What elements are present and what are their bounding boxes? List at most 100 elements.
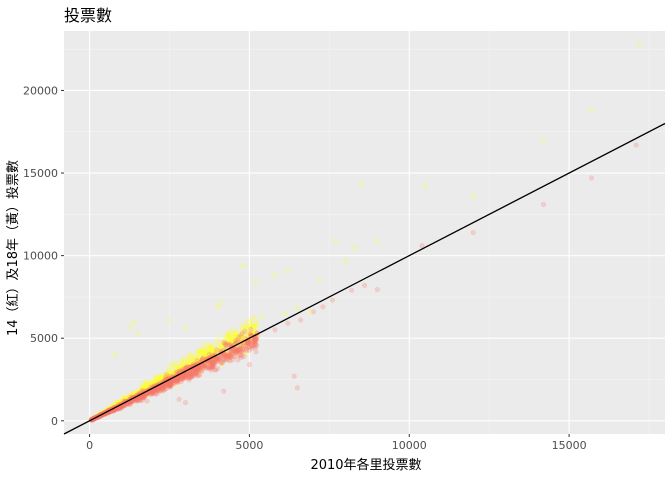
data-point [127, 401, 134, 408]
data-point [238, 354, 244, 361]
data-point [201, 351, 208, 358]
data-point [242, 342, 249, 348]
data-point [180, 362, 186, 368]
data-point [224, 353, 230, 359]
x-tick-label: 5000 [235, 439, 263, 452]
data-point [235, 329, 242, 336]
data-point [249, 337, 255, 343]
data-point [210, 362, 216, 368]
data-point [154, 375, 160, 381]
data-point [236, 348, 243, 354]
data-point [211, 346, 217, 352]
data-point [349, 287, 355, 293]
data-point [247, 322, 253, 328]
data-point [212, 357, 218, 363]
data-point [178, 358, 184, 364]
data-point [246, 329, 252, 335]
data-point [231, 327, 237, 333]
data-point [163, 374, 169, 381]
data-point [115, 399, 121, 406]
data-point [209, 351, 215, 357]
data-point [121, 395, 128, 401]
data-point [153, 380, 159, 386]
data-point [358, 182, 364, 188]
data-point [248, 330, 255, 336]
data-point [235, 357, 241, 363]
data-point [188, 370, 194, 376]
data-point [209, 346, 215, 352]
data-point [199, 356, 205, 362]
data-point [178, 376, 185, 382]
data-point [134, 330, 141, 336]
data-point [252, 345, 259, 351]
data-point [184, 374, 190, 380]
data-point [237, 347, 243, 353]
data-point [470, 193, 476, 199]
data-point [199, 347, 205, 354]
data-point [154, 386, 160, 392]
data-point [201, 355, 207, 361]
data-point [160, 376, 166, 382]
data-point [223, 335, 229, 341]
data-point [136, 396, 142, 403]
data-point [212, 367, 218, 373]
data-point [219, 340, 225, 346]
data-point [151, 381, 157, 388]
data-point [128, 324, 134, 330]
data-point [253, 323, 259, 329]
data-point [636, 41, 643, 47]
data-point [419, 243, 425, 249]
data-point [247, 339, 253, 345]
data-point [152, 380, 158, 386]
data-point [226, 334, 232, 340]
y-axis-title: 14（紅）及18年（黃）投票數 [5, 160, 21, 336]
data-point [213, 356, 219, 362]
data-point [168, 379, 174, 385]
data-point [212, 356, 218, 363]
data-point [352, 244, 358, 250]
data-point [246, 347, 252, 353]
data-point [166, 381, 172, 387]
data-point [249, 345, 255, 352]
data-point [236, 333, 242, 339]
data-point [203, 354, 209, 360]
data-point [167, 382, 173, 388]
data-point [588, 175, 595, 181]
data-point [185, 359, 192, 365]
data-point [165, 370, 171, 377]
data-point [197, 350, 203, 356]
data-point [248, 326, 254, 333]
data-point [145, 392, 151, 398]
data-point [124, 394, 130, 401]
data-point [130, 392, 136, 398]
y-tick-label: 10000 [23, 250, 58, 263]
data-point [137, 397, 143, 403]
data-point [233, 347, 240, 353]
data-point [244, 340, 251, 346]
data-point [149, 381, 155, 387]
data-point [198, 348, 204, 354]
data-point [197, 372, 203, 378]
data-point [159, 376, 165, 382]
y-tick-label: 20000 [23, 84, 58, 97]
data-point [144, 378, 150, 384]
data-point [189, 369, 195, 375]
data-point [182, 325, 189, 331]
data-point [239, 352, 245, 359]
data-point [220, 344, 226, 350]
data-point [212, 349, 218, 355]
data-point [189, 356, 196, 362]
data-point [250, 323, 256, 329]
data-point [206, 359, 212, 365]
data-point [210, 364, 216, 370]
data-point [182, 373, 188, 379]
data-point [166, 384, 172, 390]
data-point [164, 371, 170, 377]
data-point [222, 357, 229, 363]
data-point [294, 385, 301, 391]
data-point [252, 335, 258, 342]
y-axis-ticks: 0 5000 10000 15000 20000 [23, 84, 64, 428]
data-point [122, 402, 129, 408]
data-point [225, 354, 231, 361]
data-point [197, 371, 203, 377]
